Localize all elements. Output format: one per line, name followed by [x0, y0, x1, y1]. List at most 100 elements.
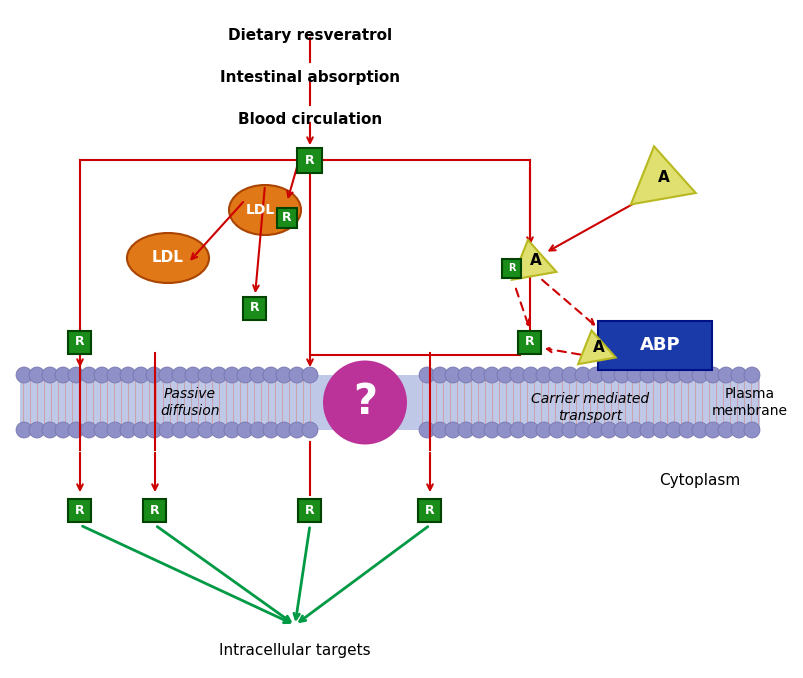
Text: Passive
diffusion: Passive diffusion [160, 387, 219, 418]
FancyBboxPatch shape [68, 330, 92, 353]
Circle shape [237, 367, 253, 383]
Circle shape [132, 367, 149, 383]
Circle shape [536, 422, 552, 438]
Circle shape [548, 367, 565, 383]
Circle shape [458, 367, 474, 383]
Circle shape [185, 367, 201, 383]
Text: R: R [282, 212, 291, 224]
Circle shape [29, 367, 45, 383]
FancyBboxPatch shape [297, 148, 322, 172]
Circle shape [159, 367, 175, 383]
FancyBboxPatch shape [298, 498, 321, 521]
Circle shape [172, 422, 188, 438]
Circle shape [55, 422, 71, 438]
Circle shape [444, 422, 460, 438]
Circle shape [120, 367, 136, 383]
Circle shape [81, 367, 97, 383]
Circle shape [691, 422, 707, 438]
Circle shape [587, 367, 603, 383]
Circle shape [288, 422, 304, 438]
Circle shape [198, 422, 214, 438]
Circle shape [210, 422, 226, 438]
Circle shape [431, 367, 447, 383]
Circle shape [42, 422, 58, 438]
Circle shape [198, 367, 214, 383]
Circle shape [172, 367, 188, 383]
Circle shape [210, 367, 226, 383]
Circle shape [483, 422, 499, 438]
Circle shape [458, 422, 474, 438]
Circle shape [626, 422, 642, 438]
Circle shape [224, 422, 240, 438]
Circle shape [146, 367, 161, 383]
Circle shape [601, 367, 616, 383]
Circle shape [81, 422, 97, 438]
Circle shape [94, 422, 110, 438]
Circle shape [107, 422, 123, 438]
Text: A: A [529, 254, 541, 268]
Circle shape [275, 367, 291, 383]
Circle shape [717, 422, 733, 438]
Ellipse shape [127, 233, 209, 283]
Text: R: R [75, 504, 84, 517]
Text: Dietary resveratrol: Dietary resveratrol [228, 28, 392, 43]
FancyBboxPatch shape [502, 258, 521, 277]
FancyBboxPatch shape [68, 498, 92, 521]
Circle shape [613, 367, 630, 383]
Circle shape [250, 422, 266, 438]
Text: R: R [425, 504, 434, 517]
Text: R: R [507, 263, 515, 273]
Circle shape [68, 367, 84, 383]
Text: A: A [593, 340, 604, 355]
Circle shape [107, 367, 123, 383]
Circle shape [483, 367, 499, 383]
Circle shape [471, 367, 487, 383]
Circle shape [288, 367, 304, 383]
Circle shape [302, 422, 318, 438]
Text: R: R [305, 504, 315, 517]
Circle shape [522, 422, 538, 438]
Circle shape [743, 422, 759, 438]
FancyBboxPatch shape [418, 498, 441, 521]
Text: R: R [250, 302, 259, 315]
Circle shape [691, 367, 707, 383]
Circle shape [471, 422, 487, 438]
Circle shape [626, 367, 642, 383]
Circle shape [561, 367, 577, 383]
Circle shape [444, 367, 460, 383]
Circle shape [509, 422, 525, 438]
Circle shape [55, 367, 71, 383]
Circle shape [159, 422, 175, 438]
Circle shape [431, 422, 447, 438]
Circle shape [132, 422, 149, 438]
Circle shape [496, 367, 512, 383]
Text: R: R [305, 153, 315, 167]
Polygon shape [630, 146, 695, 205]
Circle shape [496, 422, 512, 438]
Circle shape [561, 422, 577, 438]
Text: Plasma
membrane: Plasma membrane [711, 387, 787, 418]
Circle shape [250, 367, 266, 383]
Text: LDL: LDL [152, 250, 184, 266]
Text: ABP: ABP [639, 336, 679, 355]
Circle shape [743, 367, 759, 383]
Circle shape [704, 422, 720, 438]
Circle shape [16, 422, 32, 438]
Circle shape [574, 422, 590, 438]
Text: Carrier mediated
transport: Carrier mediated transport [530, 393, 648, 422]
Polygon shape [577, 330, 615, 364]
Text: Cytoplasm: Cytoplasm [658, 473, 740, 487]
FancyBboxPatch shape [243, 296, 266, 319]
Bar [20, 375, 759, 430]
Text: A: A [658, 170, 669, 186]
Circle shape [679, 367, 694, 383]
Circle shape [509, 367, 525, 383]
Circle shape [418, 367, 434, 383]
Circle shape [224, 367, 240, 383]
Text: Intestinal absorption: Intestinal absorption [220, 70, 400, 85]
Circle shape [665, 422, 681, 438]
Circle shape [679, 422, 694, 438]
Text: ?: ? [353, 382, 377, 424]
Circle shape [574, 367, 590, 383]
Circle shape [42, 367, 58, 383]
